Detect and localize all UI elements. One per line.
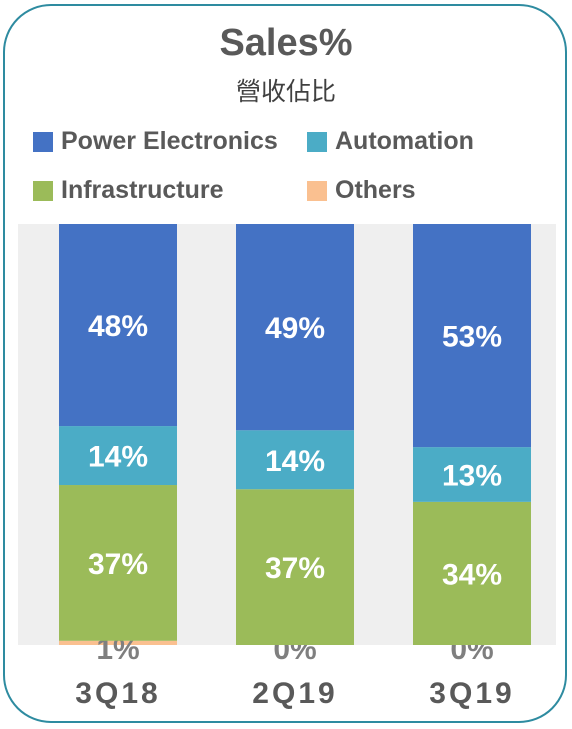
data-label-infrastructure-3q18: 37% <box>88 548 148 581</box>
category-label-2q19: 2Q19 <box>252 677 337 710</box>
bar-automation-3q18 <box>59 426 177 486</box>
legend-swatch-automation <box>307 131 327 152</box>
legend-label-power-electronics: Power Electronics <box>61 127 278 155</box>
data-label-automation-3q18: 14% <box>88 441 148 474</box>
bar-power-electronics-2q19 <box>236 224 354 431</box>
data-label-automation-3q19: 13% <box>442 459 502 492</box>
legend-item-power-electronics: Power Electronics <box>33 127 278 156</box>
legend-swatch-others <box>307 180 327 201</box>
legend-item-infrastructure: Infrastructure <box>33 176 224 205</box>
legend-label-others: Others <box>335 176 416 204</box>
data-label-automation-2q19: 14% <box>265 445 325 478</box>
data-label-power-electronics-3q18: 48% <box>88 310 148 343</box>
legend-item-others: Others <box>307 176 416 205</box>
chart-title: Sales% <box>219 22 353 64</box>
data-label-power-electronics-2q19: 49% <box>265 312 325 345</box>
bar-infrastructure-3q18 <box>59 485 177 641</box>
bar-others-3q18 <box>59 640 177 645</box>
bar-power-electronics-3q18 <box>59 224 177 427</box>
legend-swatch-power-electronics <box>33 131 53 152</box>
bar-automation-2q19 <box>236 430 354 490</box>
legend-label-automation: Automation <box>335 127 474 155</box>
data-label-infrastructure-3q19: 34% <box>442 558 502 591</box>
bar-infrastructure-2q19 <box>236 489 354 645</box>
legend-swatch-infrastructure <box>33 180 53 201</box>
bar-automation-3q19 <box>413 447 531 502</box>
chart-subtitle: 營收佔比 <box>235 77 336 106</box>
legend-label-infrastructure: Infrastructure <box>61 176 224 204</box>
bar-infrastructure-3q19 <box>413 501 531 645</box>
data-label-power-electronics-3q19: 53% <box>442 321 502 354</box>
category-label-3q19: 3Q19 <box>429 677 514 710</box>
data-label-infrastructure-2q19: 37% <box>265 552 325 585</box>
bar-power-electronics-3q19 <box>413 224 531 448</box>
category-label-3q18: 3Q18 <box>75 677 160 710</box>
legend-item-automation: Automation <box>307 127 474 156</box>
